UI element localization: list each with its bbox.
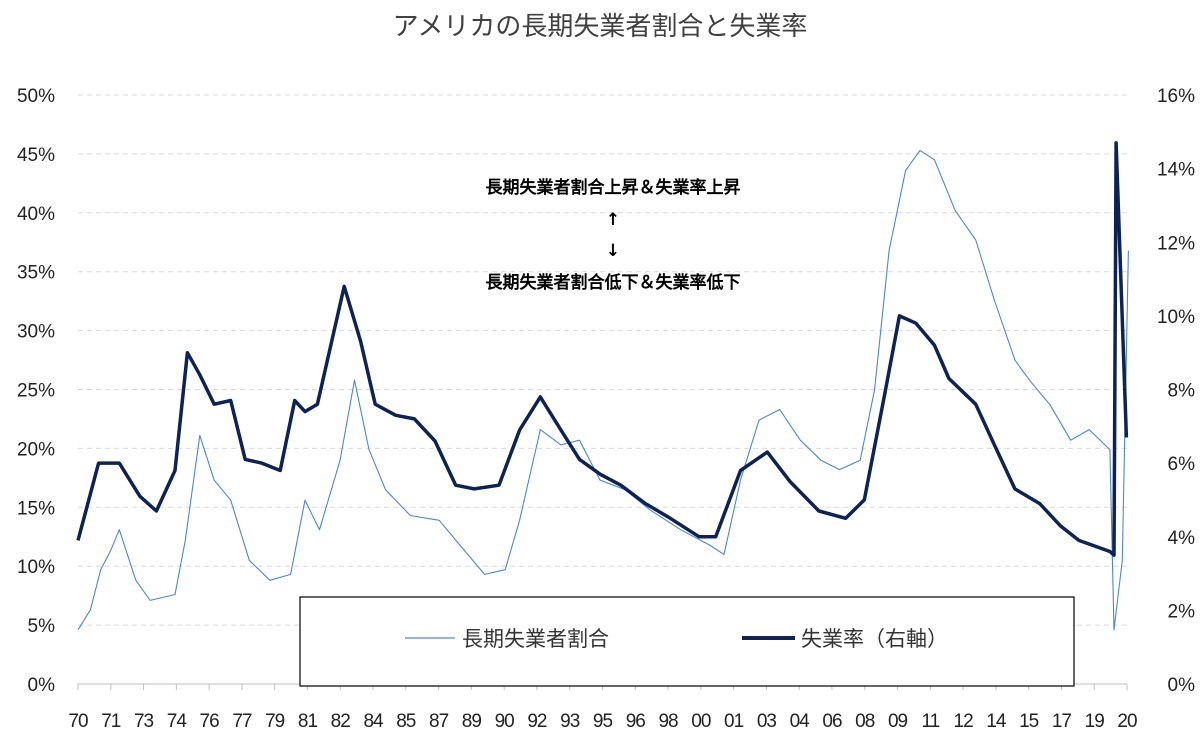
x-tick-label: 93 <box>560 711 580 732</box>
x-tick-label: 20 <box>1117 711 1137 732</box>
x-tick-label: 03 <box>757 711 777 732</box>
x-tick-label: 01 <box>724 711 744 732</box>
x-tick-label: 84 <box>363 711 384 732</box>
x-tick-label: 76 <box>200 711 220 732</box>
left-tick-label: 0% <box>28 675 56 696</box>
x-tick-label: 81 <box>298 711 318 732</box>
right-tick-label: 0% <box>1168 675 1196 696</box>
left-tick-label: 40% <box>17 204 55 225</box>
legend: 長期失業者割合 失業率（右軸） <box>299 596 1075 687</box>
left-tick-label: 45% <box>17 145 55 166</box>
x-tick-label: 96 <box>626 711 646 732</box>
annotation-line2: 長期失業者割合低下＆失業率低下 <box>486 272 741 293</box>
x-tick-label: 95 <box>593 711 613 732</box>
x-tick-label: 73 <box>134 711 154 732</box>
x-tick-label: 12 <box>954 711 974 732</box>
right-tick-label: 10% <box>1157 307 1195 328</box>
x-tick-label: 14 <box>986 711 1007 732</box>
left-tick-label: 35% <box>17 263 55 284</box>
annotation: 長期失業者割合上昇＆失業率上昇 ↑ ↓ 長期失業者割合低下＆失業率低下 <box>486 177 741 293</box>
right-tick-label: 16% <box>1157 86 1195 107</box>
right-tick-label: 4% <box>1168 528 1196 549</box>
x-tick-label: 89 <box>462 711 482 732</box>
x-tick-label: 77 <box>232 711 252 732</box>
x-tick-label: 08 <box>855 711 875 732</box>
x-tick-label: 82 <box>331 711 351 732</box>
x-tick-label: 79 <box>265 711 285 732</box>
chart-title: アメリカの長期失業者割合と失業率 <box>393 12 808 42</box>
x-tick-label: 06 <box>822 711 842 732</box>
right-tick-label: 14% <box>1157 160 1195 181</box>
right-tick-label: 12% <box>1157 233 1195 254</box>
long-term-share-line <box>77 149 1129 631</box>
left-axis-ticks: 0% 5% 10% 15% 20% 25% 30% 35% 40% 45% 50% <box>17 86 55 696</box>
arrow-up-icon: ↑ <box>606 210 620 230</box>
x-tick-label: 09 <box>888 711 908 732</box>
x-tick-label: 19 <box>1085 711 1105 732</box>
left-tick-label: 10% <box>17 557 55 578</box>
right-tick-label: 8% <box>1168 381 1196 402</box>
right-tick-label: 2% <box>1168 601 1196 622</box>
left-tick-label: 50% <box>17 86 55 107</box>
x-axis: 70 71 73 74 76 77 79 81 82 84 85 87 89 90 92 93 95 96 98 00… <box>68 683 1138 732</box>
left-tick-label: 20% <box>17 439 55 460</box>
series-lines <box>76 141 1129 631</box>
left-tick-label: 15% <box>17 498 55 519</box>
x-tick-label: 90 <box>495 711 515 732</box>
x-tick-label: 71 <box>101 711 121 732</box>
x-tick-label: 17 <box>1052 711 1072 732</box>
x-tick-label: 15 <box>1019 711 1039 732</box>
left-tick-label: 5% <box>28 616 56 637</box>
gridlines <box>78 94 1127 626</box>
x-tick-label: 98 <box>658 711 678 732</box>
right-tick-label: 6% <box>1168 454 1196 475</box>
left-tick-label: 30% <box>17 322 55 343</box>
unemployment-rate-line <box>76 141 1129 557</box>
annotation-line1: 長期失業者割合上昇＆失業率上昇 <box>486 177 741 198</box>
x-tick-label: 04 <box>790 711 811 732</box>
x-tick-label: 85 <box>396 711 416 732</box>
arrow-down-icon: ↓ <box>606 241 620 261</box>
left-tick-label: 25% <box>17 381 55 402</box>
right-axis-ticks: 0% 2% 4% 6% 8% 10% 12% 14% 16% <box>1157 86 1195 696</box>
x-tick-label: 11 <box>921 711 939 732</box>
x-tick-label: 87 <box>429 711 449 732</box>
x-tick-label: 70 <box>68 711 88 732</box>
x-tick-label: 74 <box>167 711 188 732</box>
legend-label-long-term: 長期失業者割合 <box>462 627 609 651</box>
x-tick-label: 00 <box>691 711 711 732</box>
x-tick-label: 92 <box>527 711 547 732</box>
legend-label-unemployment: 失業率（右軸） <box>801 627 948 651</box>
